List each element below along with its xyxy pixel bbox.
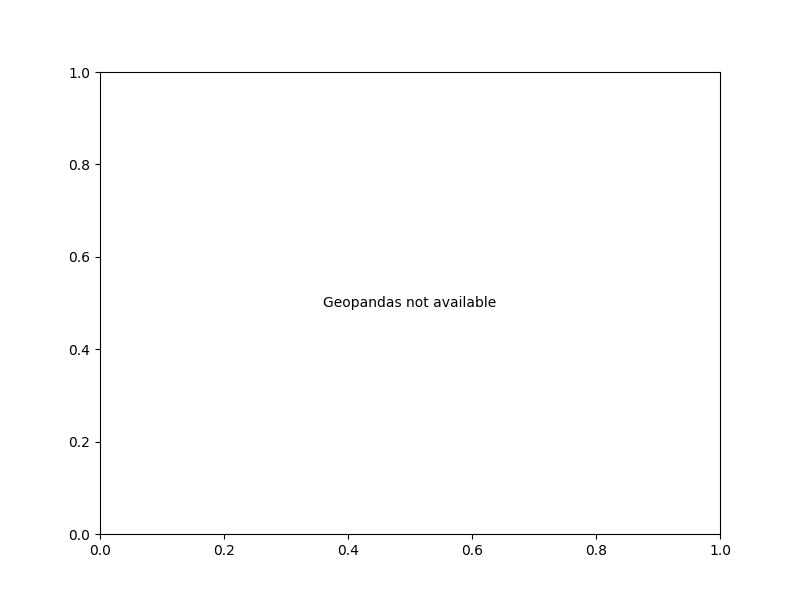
Text: Geopandas not available: Geopandas not available [323,296,497,310]
